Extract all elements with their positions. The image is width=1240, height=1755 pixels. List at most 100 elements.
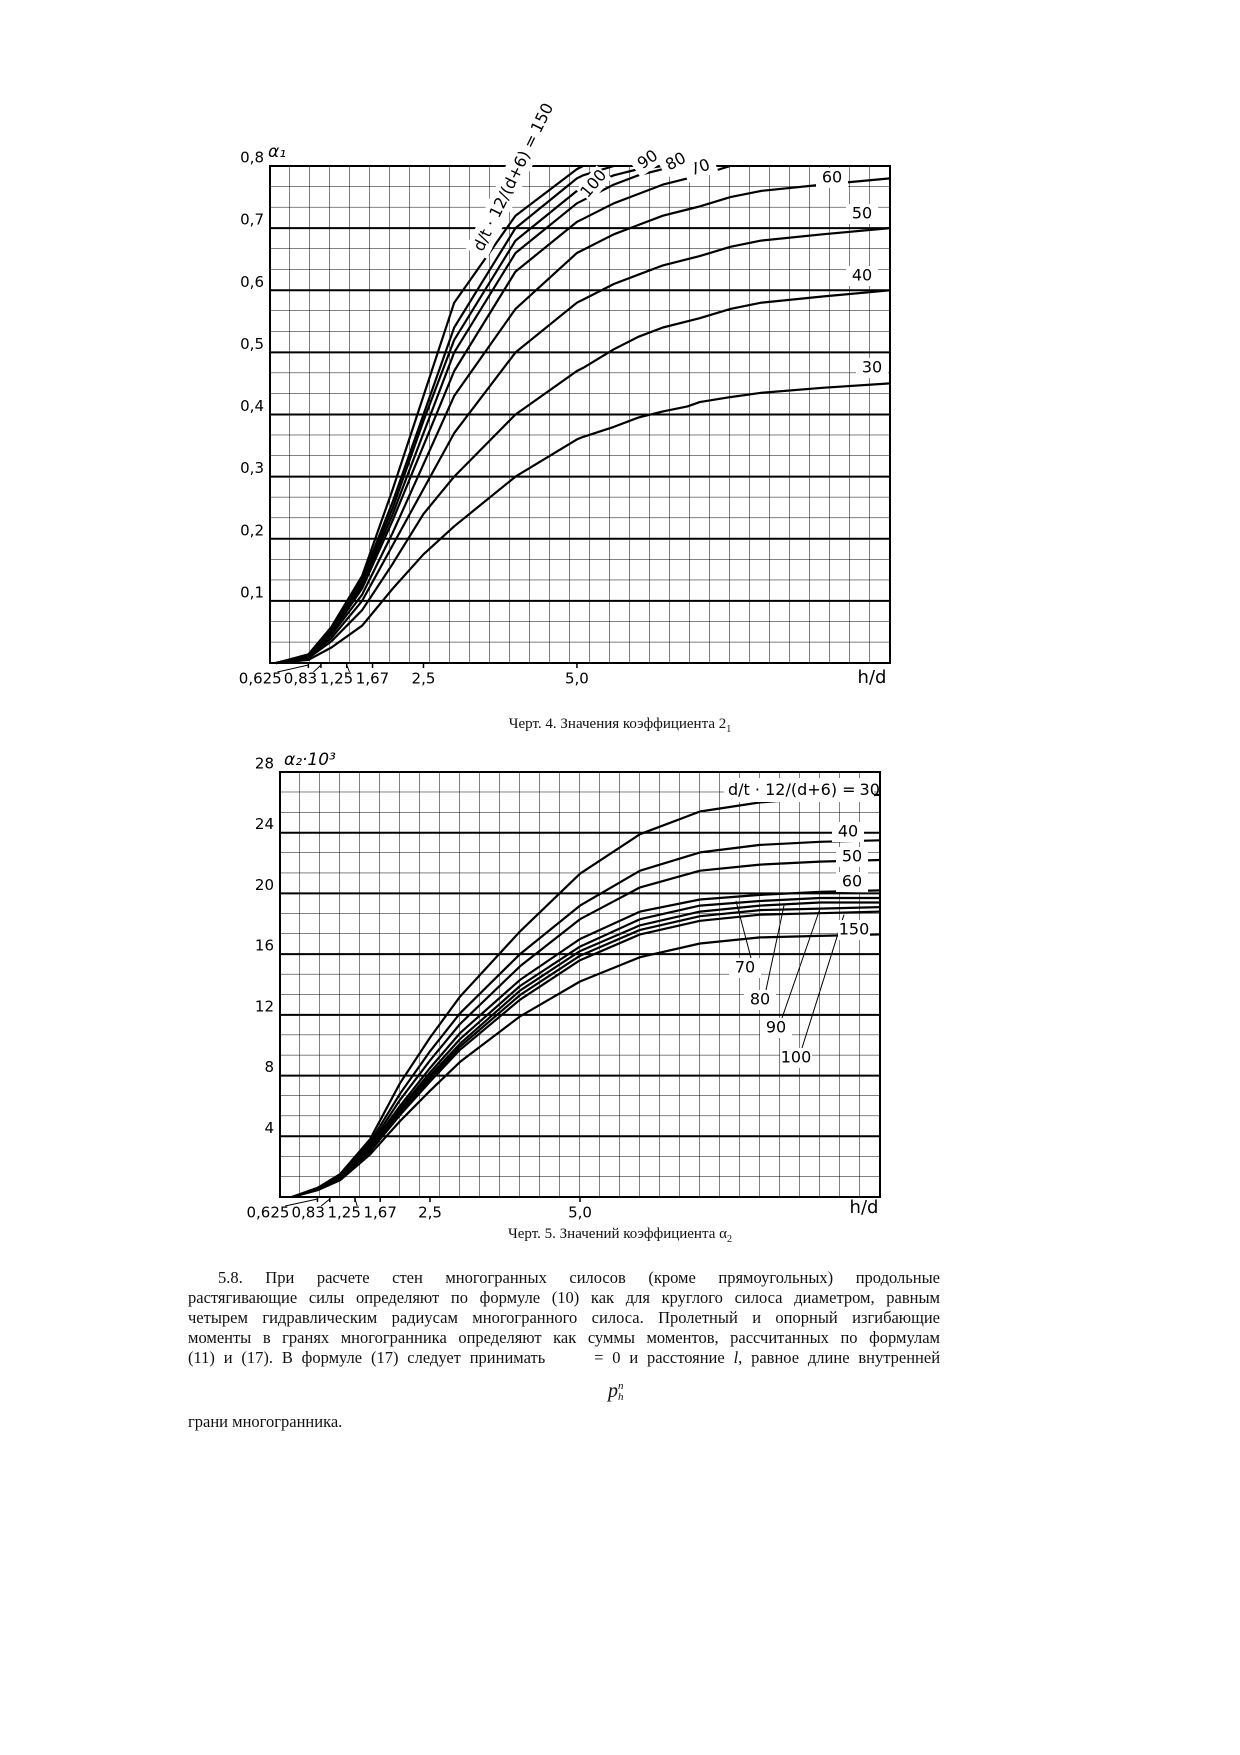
y-tick-label: 0,2 bbox=[240, 521, 264, 539]
label-bg bbox=[576, 165, 612, 203]
variable: l bbox=[733, 1348, 739, 1367]
tick-leader bbox=[285, 1198, 318, 1207]
x-tick-label: 2,5 bbox=[412, 670, 436, 688]
caption-sub: 1 bbox=[726, 724, 732, 735]
x-tick-label: 5,0 bbox=[568, 1204, 592, 1222]
series-label: 60 bbox=[822, 168, 842, 187]
series-label: 80 bbox=[750, 990, 770, 1009]
label-bg bbox=[681, 153, 719, 183]
caption-1: Черт. 4. Значения коэффициента 21 bbox=[0, 716, 1240, 735]
label-leader bbox=[735, 900, 752, 959]
series-label: 90 bbox=[766, 1018, 786, 1037]
label-bg bbox=[744, 990, 776, 1010]
tick-leader bbox=[277, 664, 309, 673]
series-label: 100 bbox=[781, 1048, 812, 1067]
curve bbox=[275, 177, 891, 665]
label-bg bbox=[838, 920, 870, 940]
series-label: 30 bbox=[860, 780, 880, 799]
y-tick-label: 12 bbox=[255, 997, 274, 1015]
label-bg bbox=[465, 113, 553, 259]
series-label: 50 bbox=[852, 204, 872, 223]
formula-sub: h bbox=[618, 1391, 624, 1404]
y-tick-label: 0,1 bbox=[240, 583, 264, 601]
x-tick-label: 5,0 bbox=[565, 670, 589, 688]
label-leader bbox=[781, 908, 821, 1019]
label-bg bbox=[846, 204, 878, 224]
x-tick-label: 0,83 bbox=[291, 1204, 324, 1222]
tick-leader bbox=[320, 1198, 331, 1207]
label-bg bbox=[780, 1048, 812, 1068]
y-tick-label: 16 bbox=[255, 937, 274, 955]
series-label: 150 bbox=[839, 920, 870, 939]
x-tick-label: 1,67 bbox=[356, 670, 389, 688]
label-bg bbox=[832, 822, 864, 842]
curve bbox=[291, 933, 881, 1199]
series-label: 40 bbox=[852, 266, 872, 285]
tick-leader bbox=[313, 664, 322, 673]
curve bbox=[275, 227, 891, 665]
y-tick-label: 8 bbox=[264, 1058, 274, 1076]
label-bg bbox=[657, 145, 695, 179]
x-tick-label: 2,5 bbox=[418, 1204, 442, 1222]
label-bg bbox=[856, 358, 888, 378]
y-axis-label: α₂·10³ bbox=[284, 750, 336, 770]
text: = 0 и расстояние bbox=[594, 1348, 725, 1367]
curve bbox=[275, 165, 584, 665]
curve bbox=[275, 382, 891, 665]
label-bg bbox=[729, 958, 761, 978]
label-bg bbox=[724, 778, 874, 802]
curve bbox=[291, 793, 881, 1199]
series-label: 150 bbox=[526, 100, 556, 136]
y-tick-label: 0,3 bbox=[240, 459, 264, 477]
text: (11) и (17). В формуле (17) следует прин… bbox=[188, 1348, 546, 1367]
curve-formula: d/t · 12/(d+6) = 30 bbox=[728, 780, 880, 799]
label-bg bbox=[760, 1018, 792, 1038]
y-tick-label: 28 bbox=[255, 755, 274, 773]
label-bg bbox=[846, 266, 878, 286]
caption-2: Черт. 5. Значений коэффициента α2 bbox=[0, 1226, 1240, 1245]
y-tick-label: 4 bbox=[264, 1119, 274, 1137]
caption-text: Черт. 4. Значения коэффициента 2 bbox=[508, 716, 727, 732]
formula-base: p bbox=[608, 1380, 618, 1402]
text-line: (11) и (17). В формуле (17) следует прин… bbox=[188, 1348, 940, 1368]
caption-sub: 2 bbox=[726, 1234, 732, 1245]
series-label: 50 bbox=[842, 847, 862, 866]
y-tick-label: 0,5 bbox=[240, 335, 264, 353]
y-tick-label: 0,6 bbox=[240, 273, 264, 291]
series-label: 40 bbox=[838, 822, 858, 841]
y-tick-label: 0,4 bbox=[240, 397, 264, 415]
label-bg bbox=[629, 142, 667, 178]
x-tick-label: 0,83 bbox=[284, 670, 317, 688]
paragraph: 5.8. При расчете стен многогранных силос… bbox=[188, 1268, 940, 1368]
series-label: 70 bbox=[735, 958, 755, 977]
x-tick-label: 0,625 bbox=[246, 1204, 289, 1222]
text-line: растягивающие силы определяют по формуле… bbox=[188, 1288, 940, 1307]
curve bbox=[291, 910, 881, 1199]
x-axis-label: h/d bbox=[850, 1197, 879, 1218]
caption-text: Черт. 5. Значений коэффициента α bbox=[508, 1226, 727, 1242]
curve bbox=[275, 289, 891, 665]
curve bbox=[275, 164, 664, 665]
y-axis-label: α₁ bbox=[268, 142, 286, 162]
series-label: 60 bbox=[842, 872, 862, 891]
text: , равное длине внутренней bbox=[738, 1348, 941, 1367]
x-tick-label: 1,25 bbox=[320, 670, 353, 688]
tick-leader bbox=[354, 1198, 358, 1207]
y-tick-label: 0,8 bbox=[240, 149, 264, 167]
label-leader bbox=[765, 905, 785, 991]
x-tick-label: 1,67 bbox=[363, 1204, 396, 1222]
minor-grid bbox=[280, 772, 880, 1197]
y-tick-label: 24 bbox=[255, 815, 274, 833]
formula-sup: n bbox=[618, 1380, 624, 1393]
text-line: грани многогранника. bbox=[188, 1412, 343, 1431]
label-leader bbox=[801, 914, 845, 1049]
label-bg bbox=[836, 847, 868, 867]
x-tick-label: 1,25 bbox=[327, 1204, 360, 1222]
x-axis-label: h/d bbox=[858, 667, 887, 688]
series-label: 30 bbox=[862, 358, 882, 377]
tick-leader bbox=[346, 664, 350, 673]
y-tick-label: 20 bbox=[255, 876, 274, 894]
